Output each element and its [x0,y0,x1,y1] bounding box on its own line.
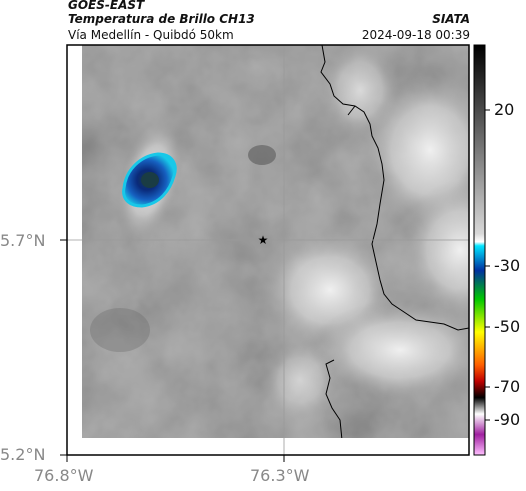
border-line-south [325,359,343,438]
product-label: Temperatura de Brillo CH13 [68,12,255,26]
lon-tick-76-8: 76.8°W [34,466,94,485]
colorbar-tick-minus50: -50 [494,317,521,336]
star-icon: ★ [258,233,269,247]
satellite-image [82,45,469,438]
lon-tick-76-3: 76.3°W [250,466,310,485]
region-label: Vía Medellín - Quibdó 50km [68,28,234,42]
map-frame [66,44,470,456]
lat-tick-5-2: 5.2°N [0,445,46,464]
lat-tick-5-7: 5.7°N [0,231,46,250]
source-label: SIATA [432,12,470,26]
colorbar-tick-minus90: -90 [494,410,521,429]
border-line-east [320,45,469,331]
agency-label: GOES-EAST [68,0,145,12]
colorbar [473,44,486,456]
datetime-label: 2024-09-18 00:39 [361,28,470,42]
colorbar-tick-minus70: -70 [494,377,521,396]
colorbar-tick-minus30: -30 [494,256,521,275]
colorbar-tick-20: 20 [494,100,515,119]
